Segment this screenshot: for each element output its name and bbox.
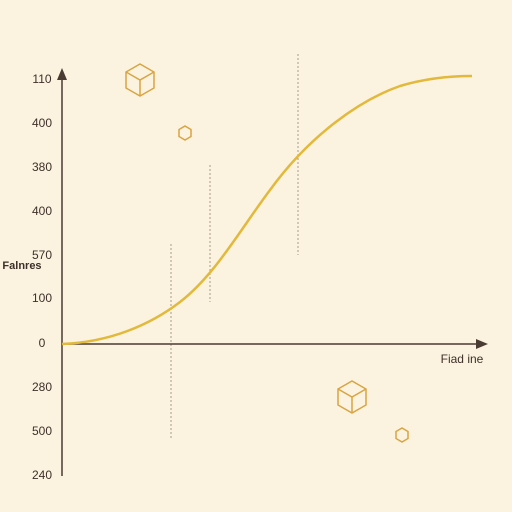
y-tick-label: 500: [32, 424, 52, 438]
hexagon-edges: [337, 388, 367, 413]
axes: [57, 68, 488, 476]
y-tick-label: 380: [32, 160, 52, 174]
y-axis-arrow: [57, 68, 67, 80]
y-axis-label: Falnres: [2, 260, 41, 272]
hexagon: [395, 427, 409, 443]
x-axis-arrow: [476, 339, 488, 349]
y-tick-label: 0: [39, 336, 46, 350]
hexagon: [178, 125, 192, 141]
x-axis-label: Fiad ine: [441, 352, 484, 366]
y-tick-label: 100: [32, 291, 52, 305]
y-tick-label: 400: [32, 116, 52, 130]
y-tick-label: 400: [32, 204, 52, 218]
hexagon-edges: [125, 71, 155, 96]
y-tick-label: 110: [32, 72, 51, 86]
y-tick-label: 570: [32, 248, 52, 262]
curve: [61, 74, 473, 346]
y-tick-labels: 110 400 380 400 570 100 0 280 500 240: [32, 72, 52, 482]
y-tick-label: 240: [32, 468, 52, 482]
y-tick-label: 280: [32, 380, 52, 394]
hexagons: [125, 63, 409, 443]
